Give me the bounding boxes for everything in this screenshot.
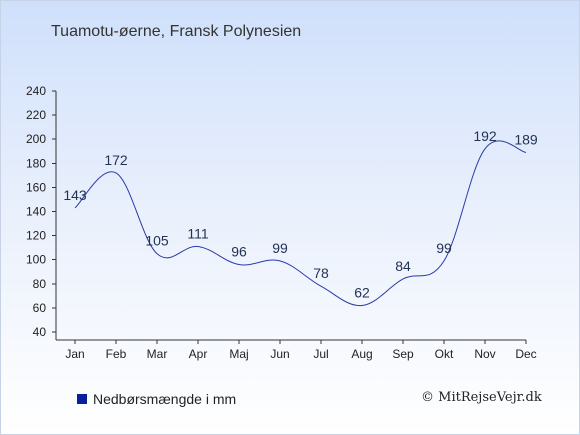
x-tick-labels: Jan Feb Mar Apr Maj Jun Jul Aug Sep Okt Nov Dec bbox=[65, 347, 536, 361]
data-label-dec: 189 bbox=[514, 131, 538, 147]
y-tick-label: 40 bbox=[33, 325, 47, 339]
x-tick-label: Aug bbox=[351, 347, 372, 361]
x-tick-label: Jun bbox=[270, 347, 289, 361]
chart-axes bbox=[52, 90, 527, 344]
y-tick-label: 200 bbox=[26, 132, 46, 146]
data-label-okt: 99 bbox=[436, 240, 452, 256]
x-tick-label: Okt bbox=[435, 347, 454, 361]
data-label-jul: 78 bbox=[313, 265, 329, 281]
x-tick-label: Jul bbox=[313, 347, 328, 361]
x-tick-label: Mar bbox=[147, 347, 168, 361]
y-tick-label: 180 bbox=[26, 156, 46, 170]
data-label-mar: 105 bbox=[145, 233, 169, 249]
x-tick-label: Feb bbox=[106, 347, 127, 361]
data-label-nov: 192 bbox=[473, 128, 497, 144]
data-label-jun: 99 bbox=[272, 240, 288, 256]
copyright-text: © MitRejseVejr.dk bbox=[421, 390, 542, 405]
data-label-feb: 172 bbox=[104, 152, 128, 168]
legend: Nedbørsmængde i mm bbox=[77, 391, 236, 407]
y-tick-label: 120 bbox=[26, 229, 46, 243]
x-tick-label: Maj bbox=[229, 347, 248, 361]
y-tick-label: 160 bbox=[26, 180, 46, 194]
data-label-sep: 84 bbox=[395, 258, 411, 274]
chart-title: Tuamotu-øerne, Fransk Polynesien bbox=[51, 23, 302, 40]
data-label-apr: 111 bbox=[187, 225, 208, 241]
x-tick-label: Apr bbox=[189, 347, 208, 361]
precipitation-series-line bbox=[74, 140, 527, 306]
y-tick-label: 80 bbox=[33, 277, 47, 291]
y-tick-label: 240 bbox=[26, 84, 46, 98]
x-tick-label: Dec bbox=[515, 347, 536, 361]
x-tick-label: Nov bbox=[474, 347, 495, 361]
x-tick-label: Jan bbox=[65, 347, 84, 361]
y-tick-label: 140 bbox=[26, 205, 46, 219]
y-tick-label: 100 bbox=[26, 253, 46, 267]
data-labels: 143 172 105 111 96 99 78 62 84 99 192 189 bbox=[63, 128, 538, 301]
legend-label: Nedbørsmængde i mm bbox=[93, 391, 237, 407]
data-label-maj: 96 bbox=[231, 244, 247, 260]
x-tick-label: Sep bbox=[392, 347, 414, 361]
y-tick-label: 220 bbox=[26, 108, 46, 122]
data-label-aug: 62 bbox=[354, 284, 370, 300]
y-tick-label: 60 bbox=[33, 301, 47, 315]
data-label-jan: 143 bbox=[63, 187, 87, 203]
y-tick-labels: 40 60 80 100 120 140 160 180 200 220 240 bbox=[26, 84, 46, 339]
legend-swatch-icon bbox=[77, 394, 87, 404]
